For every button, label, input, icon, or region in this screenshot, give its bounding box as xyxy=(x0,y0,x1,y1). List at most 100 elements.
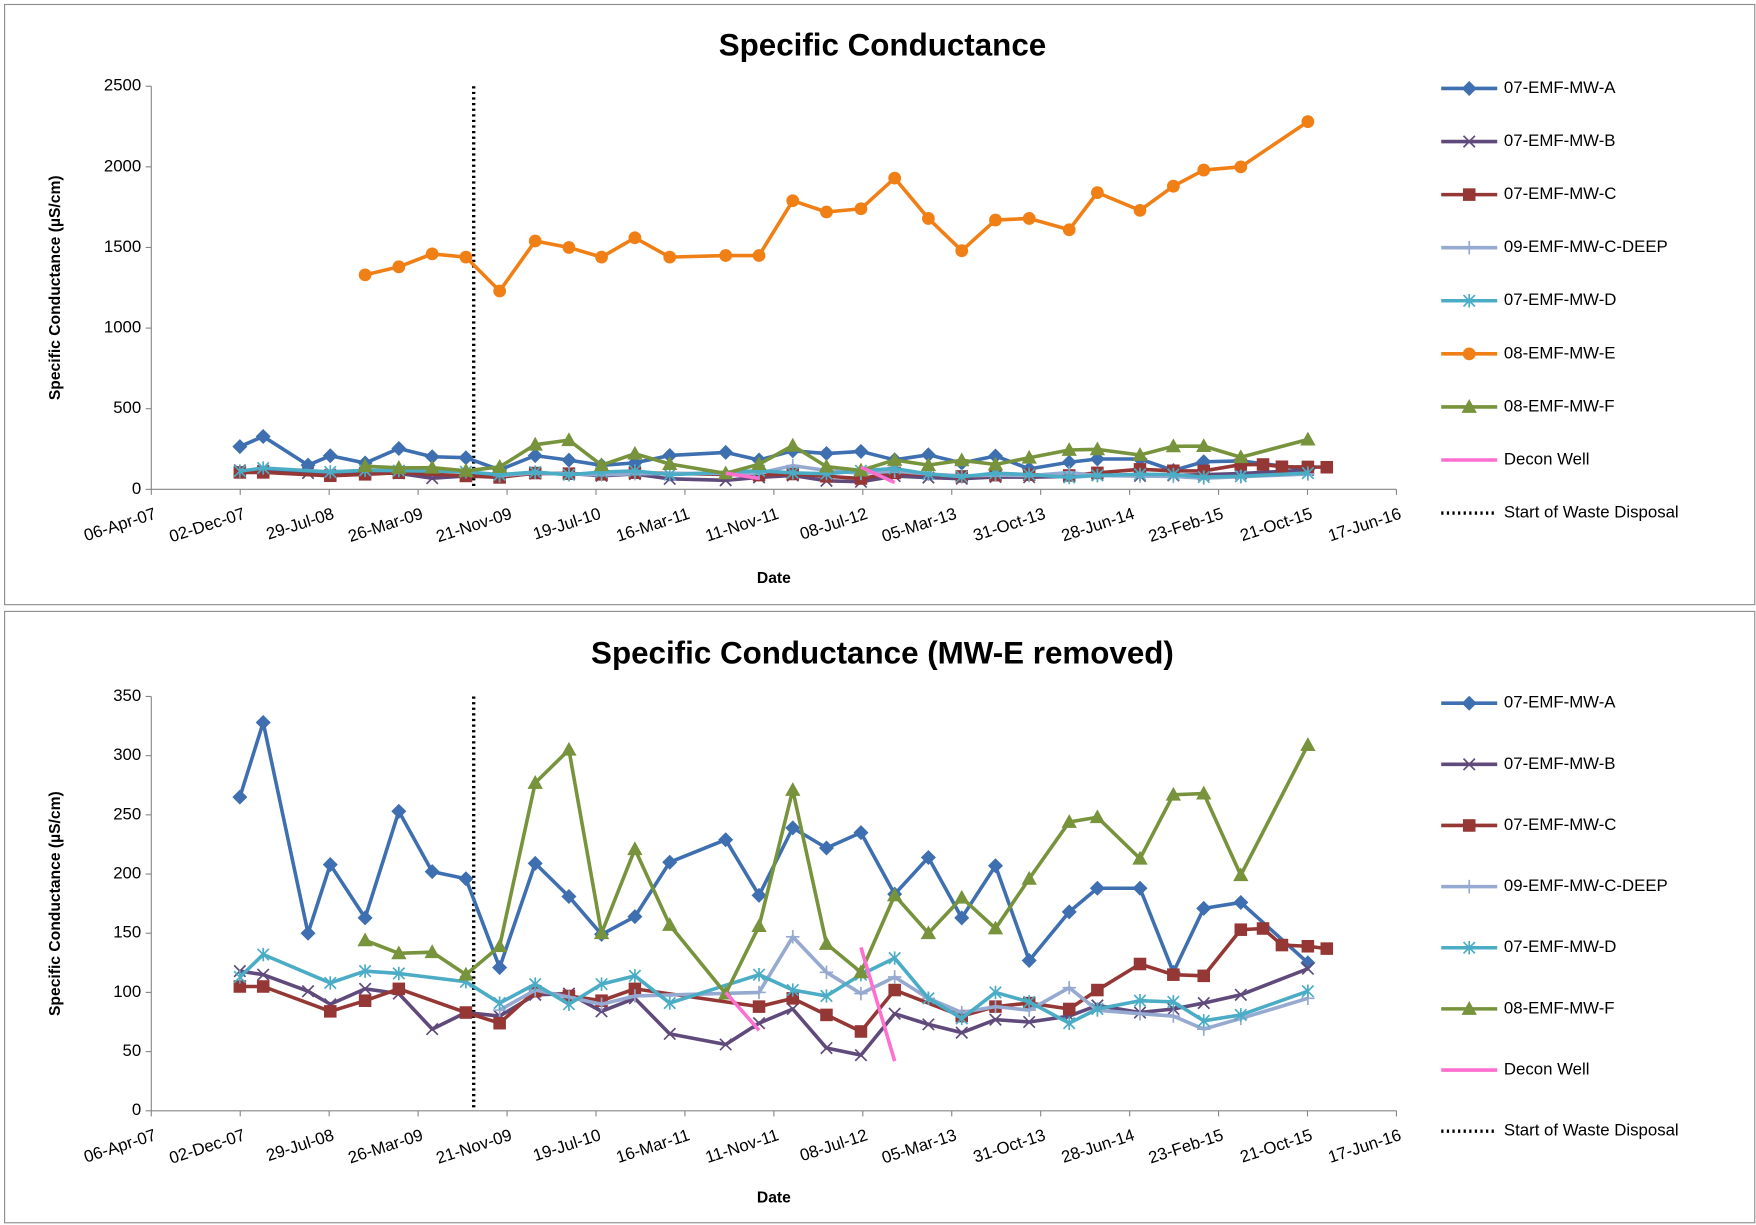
legend-swatch xyxy=(1462,135,1476,148)
series-line xyxy=(238,952,1309,1025)
data-point xyxy=(527,436,543,451)
data-point xyxy=(1022,467,1036,482)
data-point xyxy=(888,951,901,965)
data-point xyxy=(1196,785,1212,800)
data-point xyxy=(751,918,767,933)
data-point xyxy=(1062,980,1076,995)
data-point xyxy=(528,977,542,991)
data-point xyxy=(627,445,643,460)
data-point xyxy=(322,857,338,873)
data-point xyxy=(1022,1015,1036,1029)
data-point xyxy=(233,970,247,984)
data-point xyxy=(323,465,337,479)
y-tick-label: 0 xyxy=(132,1100,141,1119)
data-point xyxy=(324,1005,337,1018)
y-tick-label: 500 xyxy=(113,398,141,417)
data-point xyxy=(663,996,677,1010)
data-point xyxy=(719,249,733,262)
data-point xyxy=(1301,115,1315,129)
data-point xyxy=(1196,900,1212,916)
data-point xyxy=(391,945,407,960)
data-point xyxy=(594,997,609,1011)
data-point xyxy=(888,983,901,997)
series-line xyxy=(860,465,896,485)
data-point xyxy=(391,460,407,474)
y-tick-label: 1500 xyxy=(104,237,141,256)
data-point xyxy=(1062,223,1076,237)
data-point xyxy=(920,849,936,865)
legend-label: 07-EMF-MW-B xyxy=(1504,131,1616,150)
data-point xyxy=(1021,870,1037,885)
data-point xyxy=(232,439,248,455)
data-point xyxy=(989,985,1002,1000)
data-point xyxy=(561,432,577,447)
data-point xyxy=(528,234,542,248)
legend-label: 08-EMF-MW-F xyxy=(1504,998,1615,1017)
data-point xyxy=(233,464,247,478)
y-tick-label: 300 xyxy=(113,745,141,764)
data-point xyxy=(1167,467,1180,482)
data-point xyxy=(424,944,440,959)
data-point xyxy=(593,457,610,472)
legend-swatch xyxy=(1461,1001,1477,1015)
data-point xyxy=(1089,880,1105,896)
data-point xyxy=(1133,993,1147,1008)
legend-label: 07-EMF-MW-C xyxy=(1504,815,1617,834)
data-point xyxy=(1197,470,1211,484)
data-point xyxy=(1061,814,1077,828)
legend-label: 07-EMF-MW-A xyxy=(1504,78,1616,97)
data-point xyxy=(1197,969,1211,983)
legend-swatch xyxy=(1461,695,1477,711)
data-point xyxy=(752,1000,766,1013)
data-point xyxy=(627,909,643,925)
data-point xyxy=(1234,160,1248,174)
data-point xyxy=(955,1026,969,1039)
legend-label: 08-EMF-MW-E xyxy=(1504,343,1616,362)
data-point xyxy=(718,832,734,848)
data-point xyxy=(887,887,903,902)
data-point xyxy=(1133,203,1147,217)
data-point xyxy=(955,1011,969,1026)
legend-label: 07-EMF-MW-D xyxy=(1504,937,1617,956)
data-point xyxy=(663,1027,677,1041)
data-point xyxy=(955,470,969,484)
legend-swatch xyxy=(1462,347,1476,361)
data-point xyxy=(854,1048,868,1062)
data-point xyxy=(853,964,869,979)
data-point xyxy=(786,930,800,944)
y-axis-label: Specific Conductance (µS/cm) xyxy=(47,175,64,400)
chart-title: Specific Conductance xyxy=(719,27,1046,62)
data-point xyxy=(954,889,970,904)
data-point xyxy=(854,202,868,216)
data-point xyxy=(920,457,937,472)
legend-swatch xyxy=(1462,941,1476,955)
data-point xyxy=(786,1002,800,1016)
data-point xyxy=(358,964,372,978)
data-point xyxy=(323,976,337,990)
data-point xyxy=(562,468,576,482)
legend-swatch xyxy=(1461,80,1477,96)
data-point xyxy=(1165,438,1182,453)
data-point xyxy=(922,991,935,1006)
data-point xyxy=(818,458,835,473)
data-point xyxy=(887,970,902,984)
data-point xyxy=(459,250,473,264)
data-point xyxy=(820,1041,833,1055)
data-point xyxy=(818,840,834,856)
data-point xyxy=(820,989,833,1003)
legend-label: 09-EMF-MW-C-DEEP xyxy=(1504,237,1668,256)
data-point xyxy=(358,994,372,1007)
data-point xyxy=(1300,737,1316,751)
y-tick-label: 350 xyxy=(113,686,141,705)
legend-swatch xyxy=(1462,294,1476,308)
data-point xyxy=(300,925,316,941)
data-point xyxy=(256,461,270,475)
legend-label: 07-EMF-MW-C xyxy=(1504,184,1617,203)
data-point xyxy=(1301,466,1315,480)
data-point xyxy=(1061,904,1077,920)
legend-label: 09-EMF-MW-C-DEEP xyxy=(1504,876,1668,895)
legend-label: Decon Well xyxy=(1504,1059,1590,1078)
legend-label: Start of Waste Disposal xyxy=(1504,1121,1679,1140)
data-point xyxy=(1197,996,1211,1010)
series-line xyxy=(859,946,897,1062)
